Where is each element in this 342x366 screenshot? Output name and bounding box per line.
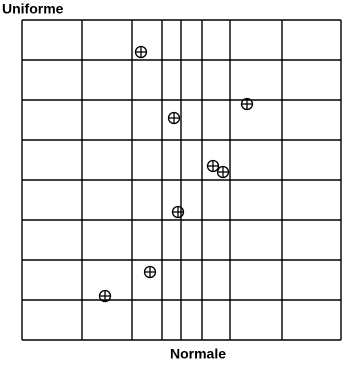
y-axis-label: Uniforme (2, 1, 64, 17)
point (143, 265, 157, 279)
point (216, 165, 230, 179)
point (171, 205, 185, 219)
point (98, 289, 112, 303)
point (167, 111, 181, 125)
x-axis-label: Normale (170, 346, 226, 362)
point (240, 97, 254, 111)
point (206, 159, 220, 173)
point (134, 45, 148, 59)
